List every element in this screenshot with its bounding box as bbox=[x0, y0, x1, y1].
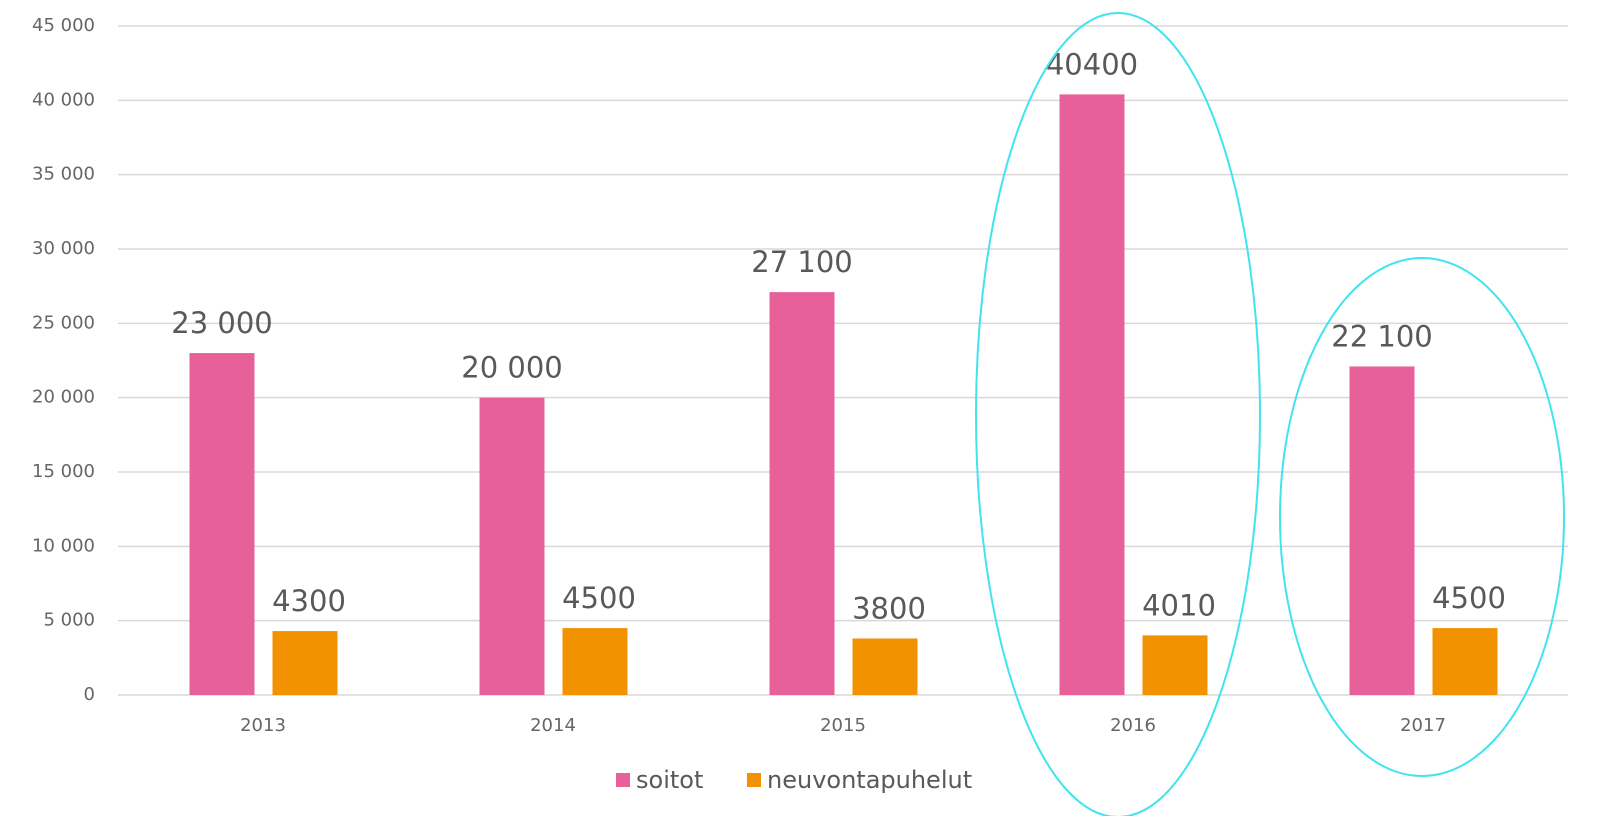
x-tick-label: 2014 bbox=[530, 715, 576, 736]
bar bbox=[1142, 635, 1208, 695]
value-label: 27 100 bbox=[751, 245, 852, 279]
value-label: 4010 bbox=[1142, 588, 1216, 622]
bar bbox=[1349, 366, 1415, 695]
value-label: 22 100 bbox=[1331, 319, 1432, 353]
value-label: 4500 bbox=[1432, 581, 1506, 615]
y-tick-label: 25 000 bbox=[32, 312, 95, 333]
bar bbox=[1059, 94, 1125, 696]
value-label: 3800 bbox=[852, 592, 926, 626]
y-tick-label: 40 000 bbox=[32, 89, 95, 110]
value-label: 4500 bbox=[562, 581, 636, 615]
y-tick-label: 15 000 bbox=[32, 461, 95, 482]
x-tick-label: 2015 bbox=[820, 715, 866, 736]
y-tick-label: 5 000 bbox=[43, 610, 95, 631]
value-label: 4300 bbox=[272, 584, 346, 618]
y-tick-label: 35 000 bbox=[32, 164, 95, 185]
bar bbox=[272, 631, 338, 695]
value-label: 20 000 bbox=[461, 351, 562, 385]
y-tick-label: 0 bbox=[84, 684, 95, 705]
bar bbox=[562, 628, 628, 695]
bar bbox=[769, 292, 835, 695]
x-tick-label: 2017 bbox=[1400, 715, 1446, 736]
y-tick-label: 45 000 bbox=[32, 15, 95, 36]
y-tick-label: 30 000 bbox=[32, 238, 95, 259]
highlight-ellipse bbox=[1279, 257, 1565, 777]
x-tick-label: 2013 bbox=[240, 715, 286, 736]
bar bbox=[189, 353, 255, 695]
highlight-ellipse bbox=[975, 12, 1261, 816]
bar bbox=[1432, 628, 1498, 695]
bar bbox=[479, 397, 545, 695]
legend-swatch bbox=[747, 773, 761, 787]
x-tick-label: 2016 bbox=[1110, 715, 1156, 736]
y-tick-label: 10 000 bbox=[32, 535, 95, 556]
legend-swatch bbox=[616, 773, 630, 787]
y-tick-label: 20 000 bbox=[32, 387, 95, 408]
value-label: 40400 bbox=[1046, 47, 1138, 81]
legend-label: soitot bbox=[636, 766, 703, 794]
bar bbox=[852, 638, 918, 695]
legend-label: neuvontapuhelut bbox=[767, 766, 972, 794]
value-label: 23 000 bbox=[171, 306, 272, 340]
